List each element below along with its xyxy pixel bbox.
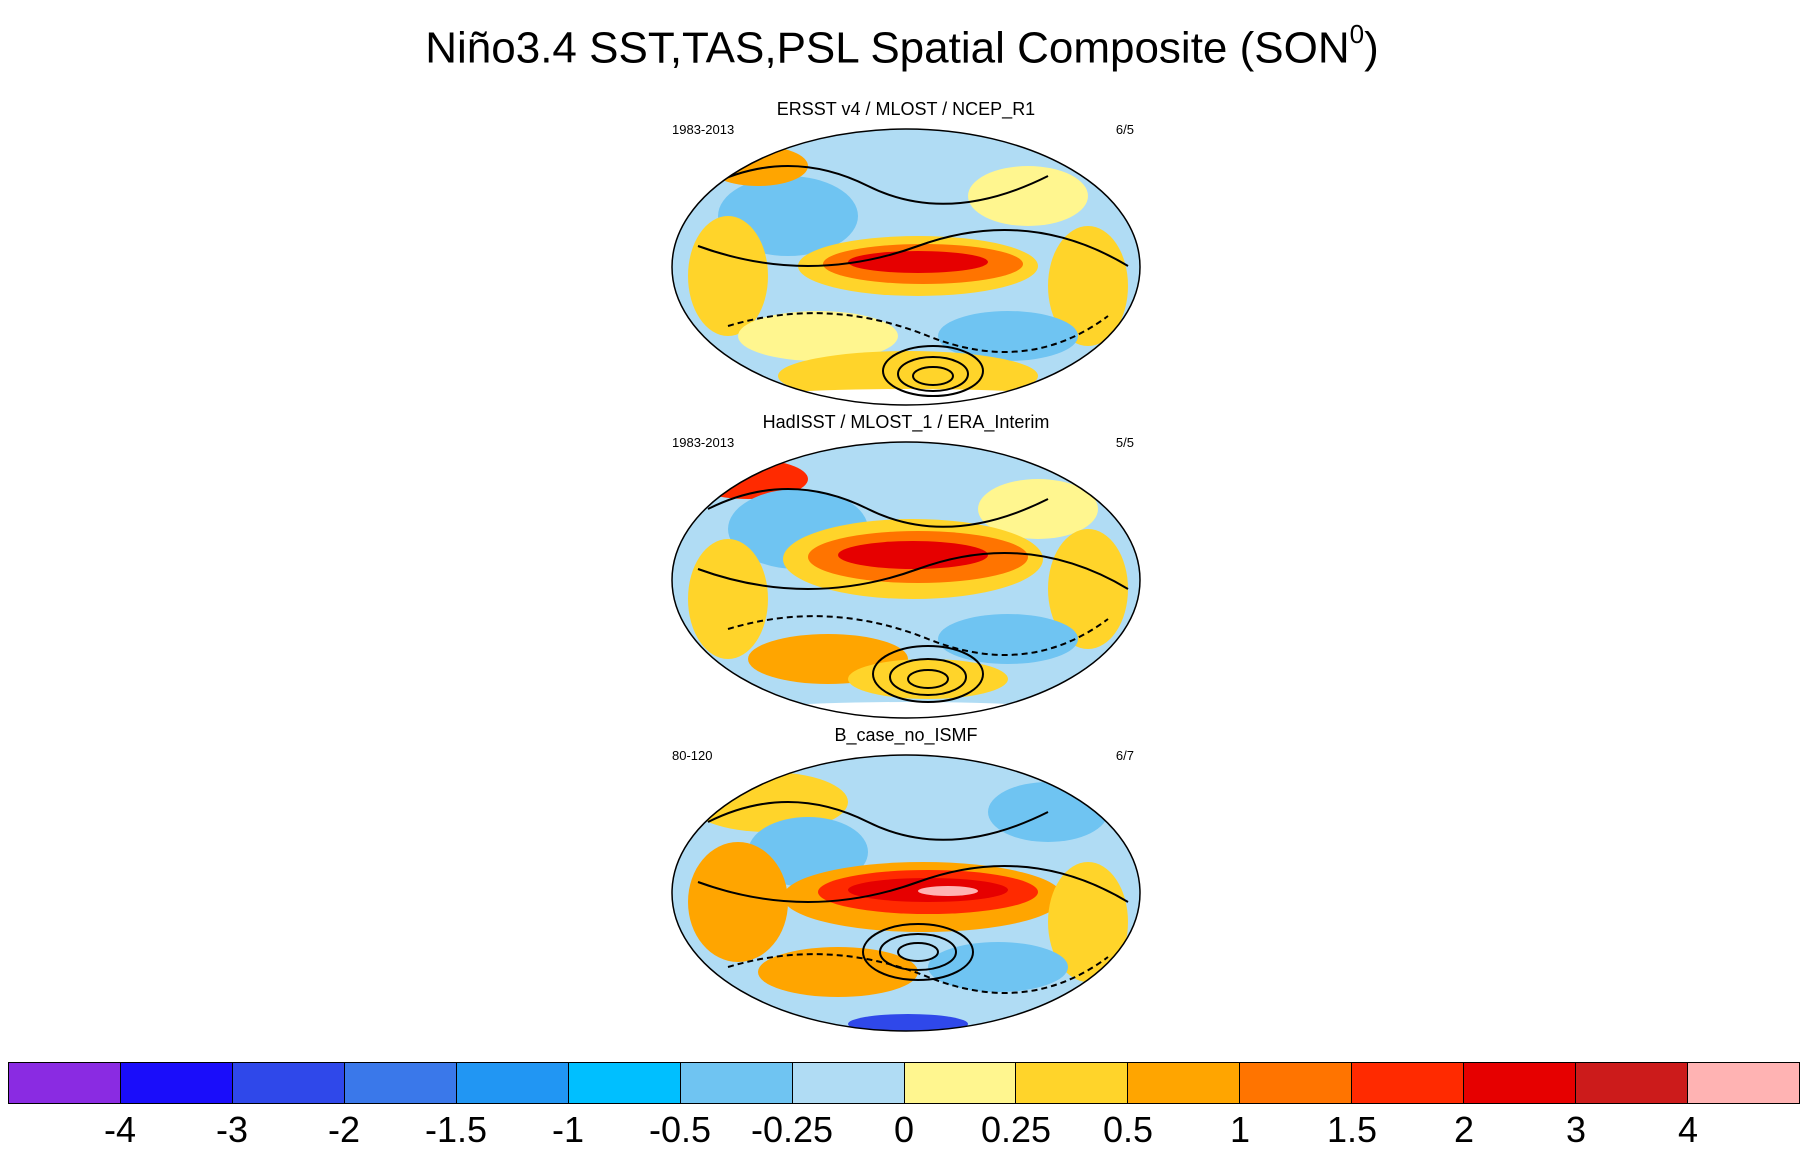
colorbar-label: 1 bbox=[1229, 1109, 1251, 1150]
colorbar-swatch-6 bbox=[680, 1063, 793, 1103]
colorbar-swatch-4 bbox=[456, 1063, 569, 1103]
colorbar-swatch-12 bbox=[1352, 1063, 1465, 1103]
map-panel-1: ERSST v4 / MLOST / NCEP_R1 1983-2013 6/5 bbox=[668, 98, 1144, 408]
colorbar bbox=[8, 1062, 1800, 1104]
colorbar-label: -4 bbox=[103, 1109, 137, 1150]
colorbar-swatch-10 bbox=[1128, 1063, 1241, 1103]
colorbar-label: 0.5 bbox=[1102, 1109, 1154, 1150]
figure-title-close: ) bbox=[1364, 23, 1379, 73]
colorbar-swatch-11 bbox=[1240, 1063, 1353, 1103]
colorbar-label: 2 bbox=[1453, 1109, 1475, 1150]
panel-3-period: 80-120 bbox=[672, 748, 713, 763]
panel-2-title: HadISST / MLOST_1 / ERA_Interim bbox=[762, 412, 1050, 432]
panel-1-count: 6/5 bbox=[1115, 122, 1134, 137]
colorbar-swatch-1 bbox=[120, 1063, 233, 1103]
colorbar-swatch-7 bbox=[792, 1063, 905, 1103]
colorbar-swatch-3 bbox=[344, 1063, 457, 1103]
panel-1-period: 1983-2013 bbox=[672, 122, 735, 137]
colorbar-label: -1 bbox=[551, 1109, 585, 1150]
colorbar-label: 0.25 bbox=[980, 1109, 1052, 1150]
panel-1-title: ERSST v4 / MLOST / NCEP_R1 bbox=[776, 99, 1036, 119]
colorbar-swatch-15 bbox=[1688, 1063, 1799, 1103]
colorbar-swatch-14 bbox=[1576, 1063, 1689, 1103]
colorbar-swatch-8 bbox=[904, 1063, 1017, 1103]
colorbar-label: -3 bbox=[215, 1109, 249, 1150]
colorbar-label: 4 bbox=[1677, 1109, 1699, 1150]
colorbar-label: 3 bbox=[1565, 1109, 1587, 1150]
panel-2-period: 1983-2013 bbox=[672, 435, 735, 450]
colorbar-swatch-0 bbox=[9, 1063, 121, 1103]
colorbar-label: -0.25 bbox=[750, 1109, 834, 1150]
panel-2-map bbox=[671, 441, 1141, 719]
panel-3-title: B_case_no_ISMF bbox=[834, 725, 978, 745]
colorbar-swatch-13 bbox=[1464, 1063, 1577, 1103]
colorbar-label: 1.5 bbox=[1326, 1109, 1378, 1150]
panel-1-map bbox=[671, 128, 1141, 406]
panel-3-count: 6/7 bbox=[1115, 748, 1134, 763]
colorbar-swatch-5 bbox=[568, 1063, 681, 1103]
colorbar-labels: -4 -3 -2 -1.5 -1 -0.5 -0.25 0 0.25 0.5 1 1.5 2 3 4 bbox=[8, 1110, 1800, 1150]
colorbar-label: 0 bbox=[893, 1109, 915, 1150]
figure-title-text: Niño3.4 SST,TAS,PSL Spatial Composite (S… bbox=[425, 23, 1350, 73]
colorbar-label: -1.5 bbox=[424, 1109, 488, 1150]
colorbar-label: -0.5 bbox=[648, 1109, 712, 1150]
colorbar-label: -2 bbox=[327, 1109, 361, 1150]
colorbar-swatch-2 bbox=[232, 1063, 345, 1103]
figure-title-superscript: 0 bbox=[1349, 19, 1365, 49]
figure-title: Niño3.4 SST,TAS,PSL Spatial Composite (S… bbox=[0, 10, 1804, 77]
colorbar-swatch-9 bbox=[1016, 1063, 1129, 1103]
map-panel-2: HadISST / MLOST_1 / ERA_Interim 1983-201… bbox=[668, 411, 1144, 721]
panel-2-count: 5/5 bbox=[1115, 435, 1134, 450]
panel-3-map bbox=[671, 754, 1141, 1032]
map-panel-3: B_case_no_ISMF 80-120 6/7 bbox=[668, 724, 1144, 1034]
